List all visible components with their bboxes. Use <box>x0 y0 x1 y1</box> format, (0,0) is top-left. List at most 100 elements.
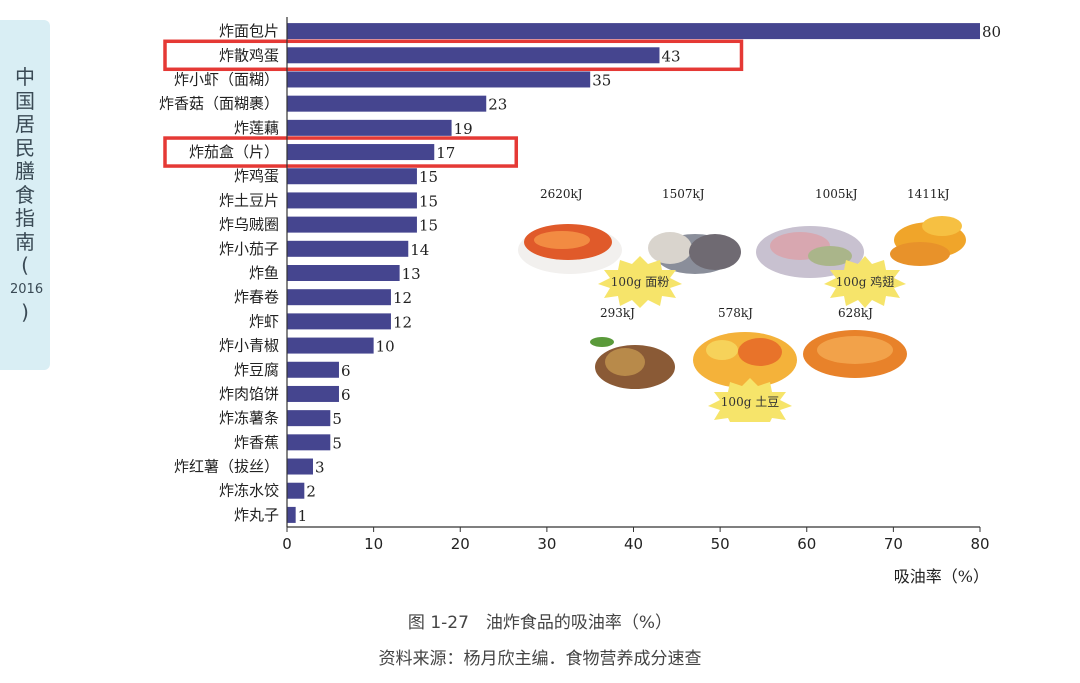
bar <box>287 71 591 88</box>
side-char: 2016 <box>10 281 44 297</box>
bar <box>287 385 339 402</box>
category-label: 炸土豆片 <box>219 191 279 209</box>
category-label: 炸茄盒（片） <box>189 143 279 161</box>
x-tick-label: 30 <box>537 535 556 553</box>
bar <box>287 216 417 233</box>
energy-label: 1005kJ <box>815 187 858 201</box>
bar <box>287 289 391 306</box>
x-tick-label: 70 <box>884 535 903 553</box>
flour-burst: 100g 面粉 <box>598 256 682 308</box>
energy-label: 628kJ <box>838 306 873 320</box>
value-label: 5 <box>332 410 342 428</box>
category-label: 炸春卷 <box>234 288 279 306</box>
figure-source: 资料来源：杨月欣主编．食物营养成分速查 <box>378 649 702 669</box>
bar <box>287 361 339 378</box>
chicken-wing-burst: 100g 鸡翅 <box>824 256 906 308</box>
x-tick-label: 20 <box>451 535 470 553</box>
side-char: 中 <box>15 65 35 89</box>
value-label: 10 <box>376 338 395 356</box>
category-label: 炸小茄子 <box>219 240 279 258</box>
side-char: 国 <box>15 88 35 113</box>
chicken-wing-image <box>756 226 864 278</box>
side-char: 食 <box>15 182 35 207</box>
fried-bread-image <box>518 224 622 274</box>
value-label: 80 <box>982 23 1001 41</box>
bar <box>287 482 305 499</box>
value-label: 15 <box>419 168 438 186</box>
bar <box>287 144 435 161</box>
energy-label: 1411kJ <box>907 187 950 201</box>
x-tick-label: 40 <box>624 535 643 553</box>
side-char: 南 <box>15 229 35 254</box>
chicken-wing-burst-label: 100g 鸡翅 <box>836 274 894 289</box>
category-label: 炸肉馅饼 <box>219 385 279 403</box>
bar <box>287 458 313 475</box>
category-label: 炸散鸡蛋 <box>219 46 279 64</box>
value-label: 5 <box>332 434 342 452</box>
bar <box>287 192 417 209</box>
flour-burst-label: 100g 面粉 <box>611 275 669 289</box>
category-label: 炸莲藕 <box>234 119 279 137</box>
fried-chicken-wing-image <box>890 216 966 266</box>
value-label: 14 <box>410 241 429 259</box>
highlight-box <box>163 39 744 72</box>
side-char: 民 <box>15 135 35 160</box>
side-char: ( <box>21 253 29 277</box>
potato-image <box>590 337 675 389</box>
x-tick-label: 10 <box>364 535 383 553</box>
category-label: 炸小青椒 <box>219 337 279 355</box>
bar <box>287 434 331 451</box>
x-tick-label: 80 <box>970 535 989 553</box>
value-label: 1 <box>298 507 308 525</box>
value-label: 12 <box>393 289 412 307</box>
value-label: 6 <box>341 386 351 404</box>
bar <box>287 23 980 40</box>
food-energy-illustration: 100g 面粉 100g 鸡翅 100g 土豆 2620kJ 1507kJ 10… <box>510 182 990 422</box>
category-label: 炸虾 <box>249 312 279 330</box>
figure-caption: 图 1-27 油炸食品的吸油率（%） <box>407 613 673 633</box>
flour-bread-image <box>648 232 741 274</box>
x-axis: 0 10 20 30 40 50 60 70 80 <box>282 17 990 553</box>
value-label: 35 <box>592 71 611 89</box>
category-label: 炸鱼 <box>249 264 279 282</box>
value-label: 6 <box>341 362 351 380</box>
category-label: 炸面包片 <box>219 22 279 40</box>
value-label: 17 <box>436 144 455 162</box>
value-label: 3 <box>315 459 325 477</box>
category-label: 炸乌贼圈 <box>219 216 279 234</box>
fried-potato-image <box>693 332 797 388</box>
value-label: 43 <box>661 47 680 65</box>
potato-burst: 100g 土豆 <box>708 378 792 422</box>
side-char: 居 <box>15 112 35 136</box>
bar <box>287 337 374 354</box>
bar <box>287 47 660 64</box>
bar <box>287 240 409 257</box>
category-label: 炸冻薯条 <box>219 409 279 427</box>
category-label: 炸豆腐 <box>234 361 279 379</box>
x-tick-label: 50 <box>711 535 730 553</box>
category-label: 炸小虾（面糊） <box>174 70 279 88</box>
x-tick-label: 0 <box>282 535 292 553</box>
fried-potato-strips-image <box>803 330 907 378</box>
bar <box>287 265 400 281</box>
energy-label: 578kJ <box>718 306 753 320</box>
highlight-box <box>163 136 519 168</box>
value-label: 12 <box>393 313 412 331</box>
category-label: 炸香蕉 <box>234 433 279 451</box>
bar <box>287 410 331 427</box>
x-axis-title: 吸油率（%） <box>894 567 989 586</box>
value-label: 15 <box>419 192 438 210</box>
energy-label: 2620kJ <box>540 187 583 201</box>
value-label: 15 <box>419 217 438 235</box>
potato-burst-label: 100g 土豆 <box>721 395 779 409</box>
book-side-title: 中 国 居 民 膳 食 指 南 ( 2016 ) <box>10 65 44 325</box>
category-label: 炸丸子 <box>234 506 279 524</box>
side-char: 膳 <box>15 159 35 183</box>
category-label: 炸红薯（拔丝） <box>174 458 279 476</box>
book-side-tab <box>0 20 50 370</box>
value-label: 23 <box>488 96 507 114</box>
energy-label: 1507kJ <box>662 187 705 201</box>
energy-label: 293kJ <box>600 306 635 320</box>
